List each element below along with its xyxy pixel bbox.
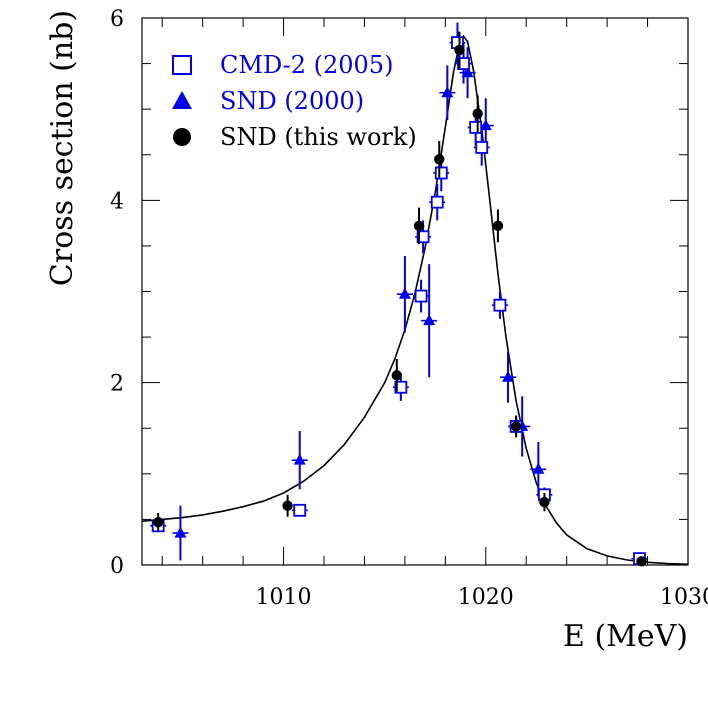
snd-2000-marker xyxy=(174,526,187,538)
snd-2000-point xyxy=(530,441,547,497)
snd-this-work-marker xyxy=(282,500,293,511)
axis-labels: E (MeV) Cross section (nb) xyxy=(45,10,688,654)
snd-2000-point xyxy=(439,65,456,121)
cmd-2-2005-marker xyxy=(293,503,307,517)
snd-2000-point xyxy=(421,264,438,378)
legend-item-snd-this-work: SND (this work) xyxy=(173,123,417,151)
snd-this-work-marker xyxy=(434,154,445,165)
snd-this-work-point xyxy=(391,358,402,392)
snd-2000-point xyxy=(291,430,308,490)
legend-marker-open-square xyxy=(172,55,192,75)
legend-item-snd-2000: SND (2000) xyxy=(172,87,364,115)
snd-this-work-point xyxy=(152,513,164,532)
fit-curve-layer xyxy=(141,34,689,566)
cmd-2-2005-point xyxy=(413,279,430,313)
snd-this-work-point xyxy=(636,556,647,567)
snd-2000-marker xyxy=(423,314,436,326)
cmd-2-2005-point xyxy=(491,291,508,319)
x-tick-label: 1020 xyxy=(458,585,514,610)
snd-this-work-point xyxy=(282,494,293,517)
snd-this-work-point xyxy=(434,141,445,178)
legend-marker-filled-circle xyxy=(173,128,191,146)
snd-2000-marker xyxy=(441,86,454,98)
snd-this-work-point xyxy=(539,492,550,512)
snd-this-work-point xyxy=(454,31,465,69)
snd-2000-marker xyxy=(502,370,515,382)
cmd-2-2005-marker xyxy=(457,57,470,70)
snd-this-work-marker xyxy=(539,496,550,508)
legend-label: CMD-2 (2005) xyxy=(220,51,393,79)
snd-this-work-point xyxy=(510,415,522,438)
snd-this-work-marker xyxy=(391,370,402,381)
legend-label: SND (this work) xyxy=(220,123,417,151)
cmd-2-2005-marker xyxy=(394,380,408,394)
fit-curve-line xyxy=(141,34,689,566)
snd-2000-marker xyxy=(293,453,306,465)
snd-this-work-marker xyxy=(472,108,483,119)
snd-2000-point xyxy=(459,47,476,99)
y-tick-label: 6 xyxy=(110,7,124,32)
cmd-2-2005-marker xyxy=(475,141,489,154)
snd-this-work-marker xyxy=(454,44,465,56)
y-tick-label: 2 xyxy=(110,372,124,397)
snd-2000-marker xyxy=(532,462,545,474)
snd-2000-marker xyxy=(461,66,474,78)
y-tick-label: 4 xyxy=(110,189,124,214)
snd-2000-point xyxy=(396,255,413,333)
legend-marker-filled-triangle xyxy=(172,91,192,109)
snd-this-work-marker xyxy=(152,516,164,528)
y-axis-title: Cross section (nb) xyxy=(45,10,80,286)
cmd-2-2005-marker xyxy=(414,289,428,303)
cmd-2-2005-marker xyxy=(430,195,444,209)
cmd-2-2005-point xyxy=(415,220,432,254)
legend-label: SND (2000) xyxy=(220,87,364,115)
snd-this-work-marker xyxy=(413,220,425,232)
snd-this-work-marker xyxy=(510,421,522,432)
legend-item-cmd-2-2005: CMD-2 (2005) xyxy=(172,51,393,79)
cmd-2-2005-point xyxy=(473,129,490,166)
snd-2000-point xyxy=(500,351,517,403)
y-tick-label: 0 xyxy=(110,554,124,579)
cmd-2-2005-point xyxy=(449,22,466,63)
snd-this-work-point xyxy=(413,207,425,245)
x-axis-title: E (MeV) xyxy=(563,619,688,654)
data-points-layer xyxy=(150,22,648,567)
cmd-2-2005-marker xyxy=(434,166,448,180)
cmd-2-2005-marker xyxy=(416,230,430,244)
legend: CMD-2 (2005) SND (2000) SND (this work) xyxy=(172,51,417,151)
snd-this-work-point xyxy=(472,95,483,132)
cmd-2-2005-point xyxy=(429,183,446,221)
cmd-2-2005-point xyxy=(291,503,308,517)
snd-this-work-marker xyxy=(636,556,647,567)
cmd-2-2005-marker xyxy=(469,121,483,134)
snd-2000-marker xyxy=(398,287,411,299)
snd-this-work-point xyxy=(492,209,504,243)
cmd-2-2005-marker xyxy=(493,298,507,312)
x-tick-label: 1010 xyxy=(256,585,312,610)
snd-2000-point xyxy=(172,505,189,561)
snd-this-work-marker xyxy=(492,220,504,232)
